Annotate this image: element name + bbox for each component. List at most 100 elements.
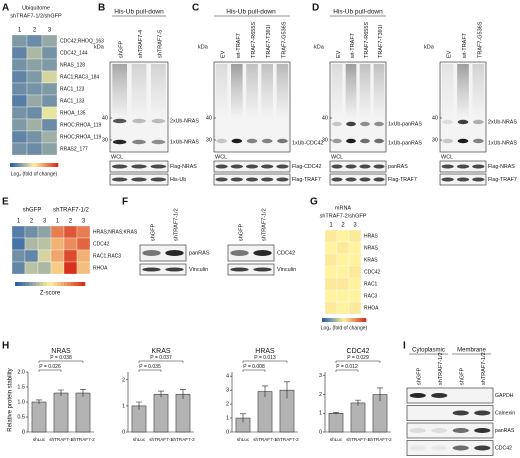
heatmap-cell <box>76 225 91 239</box>
band-label: Calnexin <box>495 410 515 416</box>
legend-swatch <box>339 318 343 322</box>
heatmap-cell <box>41 130 58 144</box>
blot <box>329 160 387 173</box>
smear <box>150 64 166 124</box>
x-tick-label: shTRAF7-1 <box>346 437 370 442</box>
band <box>360 138 370 144</box>
lane-label: shGFP <box>150 224 156 241</box>
band <box>472 164 485 169</box>
label: RHOA_135 <box>60 110 86 116</box>
smear <box>112 64 128 124</box>
x-tick-label: shTRAF7-2 <box>368 437 392 442</box>
band <box>151 139 166 145</box>
label: panRAS <box>189 250 210 256</box>
bar <box>131 405 147 433</box>
band <box>111 164 128 169</box>
label: shGFP <box>23 208 42 214</box>
label: 30 <box>432 137 438 143</box>
heatmap-cell <box>336 253 350 267</box>
smear <box>261 64 273 124</box>
band <box>472 138 484 144</box>
legend-swatch <box>24 163 28 167</box>
heatmap-cell <box>76 261 91 275</box>
legend-swatch <box>346 318 349 322</box>
label: shTRAF7-1/2 <box>53 208 89 214</box>
heatmap-cell <box>11 118 28 132</box>
legend-swatch <box>53 163 56 167</box>
error-bar <box>136 401 142 410</box>
heatmap-cell <box>336 229 350 243</box>
label: Log₂ (fold of change) <box>11 171 58 177</box>
label: WCL <box>331 154 343 160</box>
legend-swatch <box>352 318 356 322</box>
heatmap-cell <box>41 142 58 156</box>
lane-label: shTRAF7-5 <box>157 30 163 58</box>
legend-swatch <box>36 163 40 167</box>
label: WCL <box>111 154 123 160</box>
label: 30 <box>206 137 212 143</box>
legend-swatch <box>46 282 51 286</box>
label: His-Ub pull-down <box>333 9 383 16</box>
legend-swatch <box>48 163 52 167</box>
error-bar <box>333 412 339 415</box>
label: CDC42 <box>347 348 370 355</box>
lane-label: TRAF7-R655S <box>251 22 257 58</box>
band <box>142 250 161 256</box>
legend-swatch <box>12 163 16 167</box>
label: WCL <box>215 154 227 160</box>
legend-swatch <box>19 163 23 167</box>
error-bar <box>355 399 361 406</box>
legend-swatch <box>357 318 360 322</box>
label: Vinculin <box>277 267 296 273</box>
band <box>230 250 249 256</box>
legend-swatch <box>348 318 351 322</box>
label: RAC1 <box>364 281 378 287</box>
smear <box>246 64 258 124</box>
blot <box>406 405 494 421</box>
band <box>345 177 357 182</box>
heatmap-cell <box>11 34 28 48</box>
x-tick-label: shTRAF7-2 <box>71 437 95 442</box>
error-bar <box>58 389 64 396</box>
band-label: 1xUb-panRAS <box>388 121 422 127</box>
band <box>442 138 454 144</box>
legend-swatch <box>26 163 30 167</box>
legend-swatch <box>57 282 61 286</box>
blot <box>406 422 494 439</box>
label: mRNA <box>335 205 352 211</box>
label: CDC42_144 <box>60 50 88 56</box>
band <box>431 428 448 433</box>
label: kDa <box>424 44 435 50</box>
band-label: 2xUb-NRAS <box>170 118 199 124</box>
label: 1 <box>329 223 333 229</box>
band <box>374 138 384 144</box>
band-label: Flag-TRAF7 <box>292 177 321 183</box>
band <box>373 177 385 182</box>
legend-swatch <box>78 282 82 286</box>
heatmap-cell <box>26 46 43 60</box>
label: WCL <box>441 154 453 160</box>
label: 40 <box>322 115 328 121</box>
y-tick-label: 2 <box>226 402 229 408</box>
lane-label: shTRAF7-1/2 <box>438 352 444 385</box>
blot <box>227 244 275 262</box>
label: NRAS <box>364 245 379 251</box>
x-tick-label: shLuc <box>237 437 250 442</box>
band <box>409 445 426 451</box>
heatmap-cell <box>336 277 350 291</box>
label: RHOA <box>364 305 379 311</box>
band <box>472 177 485 182</box>
lane-label: wt-TRAF7 <box>350 33 356 59</box>
legend-swatch <box>25 282 30 286</box>
label: RHOC;RHOA_119 <box>60 134 102 140</box>
lane-label: shTRAF7-1/2 <box>261 208 267 241</box>
legend-swatch <box>341 318 345 322</box>
heatmap-cell <box>63 249 78 263</box>
lane-label: EV <box>336 50 342 58</box>
x-tick-label: shLuc <box>133 437 146 442</box>
band-label: CDC42 <box>495 445 512 451</box>
band <box>230 267 249 272</box>
lane-label: TRAF7-T391I <box>266 24 272 58</box>
heatmap-cell <box>41 58 58 72</box>
